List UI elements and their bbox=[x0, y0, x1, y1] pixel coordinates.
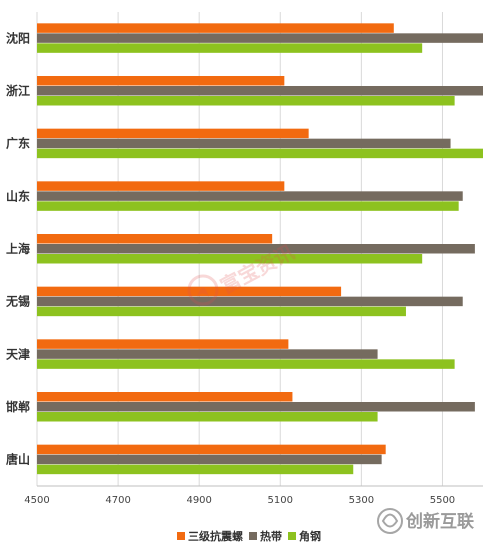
legend-label: 热带 bbox=[260, 529, 282, 543]
bar-3-1 bbox=[37, 43, 423, 53]
bar-3-3 bbox=[37, 148, 483, 159]
category-label: 浙江 bbox=[6, 83, 30, 98]
bar-2-2 bbox=[37, 86, 483, 96]
bar-3-5 bbox=[37, 254, 423, 264]
x-tick-label: 5100 bbox=[268, 495, 293, 506]
category-label: 上海 bbox=[6, 241, 30, 256]
bar-2-6 bbox=[37, 296, 463, 307]
bar-2-5 bbox=[37, 244, 475, 254]
bar-3-6 bbox=[37, 306, 406, 317]
x-tick-label: 4900 bbox=[186, 495, 211, 506]
category-label: 广东 bbox=[6, 136, 30, 151]
category-label: 邯郸 bbox=[6, 399, 30, 414]
bar-1-6 bbox=[37, 286, 342, 297]
chart-legend: 三级抗震螺 热带 角钢 bbox=[177, 529, 321, 543]
legend-swatch bbox=[249, 532, 257, 540]
logo-emblem-icon bbox=[377, 508, 403, 534]
x-tick-label: 5500 bbox=[430, 495, 455, 506]
category-label: 天津 bbox=[6, 346, 30, 361]
bar-2-3 bbox=[37, 138, 451, 149]
bar-1-5 bbox=[37, 234, 273, 244]
bar-1-3 bbox=[37, 128, 309, 139]
bar-2-9 bbox=[37, 454, 382, 465]
bar-1-1 bbox=[37, 23, 394, 33]
bar-3-8 bbox=[37, 412, 378, 422]
bar-2-4 bbox=[37, 191, 463, 201]
bar-2-1 bbox=[37, 33, 483, 43]
category-label: 无锡 bbox=[5, 294, 30, 309]
corner-logo: 创新互联 bbox=[377, 508, 474, 534]
bar-3-4 bbox=[37, 201, 459, 211]
legend-label: 三级抗震螺 bbox=[188, 529, 243, 543]
category-label: 唐山 bbox=[6, 452, 30, 467]
legend-swatch bbox=[177, 532, 185, 540]
category-label: 山东 bbox=[6, 188, 30, 203]
x-tick-label: 4500 bbox=[24, 495, 49, 506]
logo-swirl-icon bbox=[381, 513, 399, 528]
bar-1-7 bbox=[37, 339, 289, 349]
x-tick-labels: 4500 4700 4900 5100 5300 5500 bbox=[24, 495, 455, 506]
watermark-emblem bbox=[187, 274, 219, 306]
watermark-flame-icon bbox=[197, 287, 209, 297]
bar-1-2 bbox=[37, 76, 285, 86]
bar-3-2 bbox=[37, 96, 455, 106]
bar-3-7 bbox=[37, 359, 455, 369]
bar-2-8 bbox=[37, 402, 475, 412]
category-label: 沈阳 bbox=[6, 30, 30, 45]
x-tick-label: 5300 bbox=[349, 495, 374, 506]
bar-3-9 bbox=[37, 464, 354, 475]
bar-1-4 bbox=[37, 181, 285, 191]
legend-label: 角钢 bbox=[299, 529, 321, 543]
chart-bars bbox=[37, 23, 483, 475]
logo-text: 创新互联 bbox=[405, 511, 474, 532]
bar-1-8 bbox=[37, 392, 293, 402]
legend-swatch bbox=[288, 532, 296, 540]
bar-2-7 bbox=[37, 349, 378, 359]
bar-1-9 bbox=[37, 444, 386, 455]
x-tick-label: 4700 bbox=[105, 495, 130, 506]
